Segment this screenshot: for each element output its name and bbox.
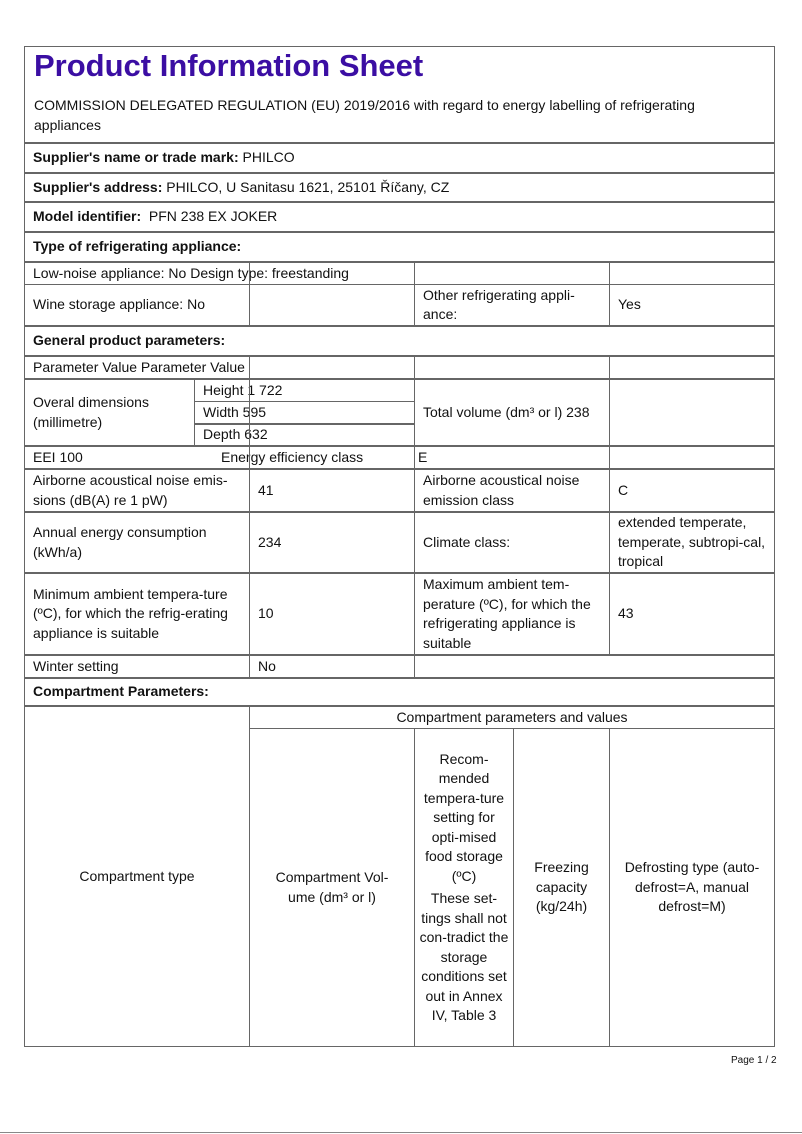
other-value: Yes [609, 284, 775, 326]
annual-label: Annual energy consumption (kWh/a) [24, 512, 250, 573]
empty-cell [249, 284, 415, 326]
column-divider [249, 356, 250, 470]
page-title: Product Information Sheet [34, 48, 424, 83]
storage-note: These set-tings shall not con-tradict th… [419, 890, 509, 1023]
max-temp-label: Maximum ambient tem-perature (ºC), for w… [414, 573, 610, 655]
annual-value: 234 [249, 512, 415, 573]
empty-cell [414, 262, 610, 285]
supplier-address: PHILCO, U Sanitasu 1621, 25101 Říčany, C… [166, 178, 450, 195]
min-temp-value: 10 [249, 573, 415, 655]
page-divider [0, 1132, 802, 1133]
dimension-width: Width 595 [194, 401, 415, 424]
model-row: Model identifier: PFN 238 EX JOKER [24, 202, 775, 232]
compartment-heading: Compartment Parameters: [24, 678, 775, 706]
max-temp-value: 43 [609, 573, 775, 655]
total-volume: Total volume (dm³ or l) 238 [414, 379, 610, 446]
noise-class-label: Airborne acoustical noise emission class [414, 469, 610, 512]
column-divider [249, 262, 250, 286]
winter-label: Winter setting [24, 655, 250, 678]
energy-class-label: Energy efficiency class [221, 448, 364, 465]
empty-cell [609, 356, 775, 379]
empty-cell [609, 446, 775, 469]
model-identifier: PFN 238 EX JOKER [148, 208, 278, 225]
noise-label: Airborne acoustical noise emis-sions (dB… [24, 469, 250, 512]
general-heading: General product parameters: [24, 326, 775, 356]
param-header: Parameter Value Parameter Value [24, 356, 415, 379]
low-noise-cell: Low-noise appliance: No Design type: fre… [24, 262, 415, 285]
climate-value: extended temperate, temperate, subtropi-… [609, 512, 775, 573]
header-box [24, 46, 775, 143]
empty-cell [609, 379, 775, 446]
page-number: Page 1 / 2 [731, 1055, 777, 1066]
compartment-type: Compartment type [24, 706, 250, 1047]
supplier-name: PHILCO [242, 149, 295, 166]
noise-class-value: C [609, 469, 775, 512]
min-temp-label: Minimum ambient tempera-ture (ºC), for w… [24, 573, 250, 655]
regulation-subtitle: COMMISSION DELEGATED REGULATION (EU) 201… [34, 97, 695, 133]
empty-cell [609, 262, 775, 285]
dimension-depth: Depth 632 [194, 424, 415, 446]
type-heading: Type of refrigerating appliance: [24, 232, 775, 262]
defrosting-type: Defrosting type (auto-defrost=A, manual … [609, 728, 775, 1047]
other-label: Other refrigerating appli-ance: [414, 284, 610, 326]
params-values-header: Compartment parameters and values [249, 706, 775, 729]
climate-label: Climate class: [414, 512, 610, 573]
dimension-height: Height 1 722 [194, 379, 415, 402]
dimensions-label: Overal dimensions (millimetre) [24, 379, 195, 446]
noise-value: 41 [249, 469, 415, 512]
supplier-name-row: Supplier's name or trade mark: PHILCO [24, 143, 775, 173]
wine-cell: Wine storage appliance: No [24, 284, 250, 326]
empty-cell [414, 356, 610, 379]
eei-cell: EEI 100 Energy efficiency class [24, 446, 415, 469]
compartment-volume: Compartment Vol-ume (dm³ or l) [249, 728, 415, 1047]
winter-value: No [249, 655, 415, 678]
empty-cell [414, 655, 775, 678]
recommended-temp: Recom-mended tempera-ture setting for op… [414, 728, 514, 1047]
supplier-address-row: Supplier's address: PHILCO, U Sanitasu 1… [24, 173, 775, 202]
energy-class: E [414, 446, 610, 469]
freezing-capacity: Freezing capacity (kg/24h) [513, 728, 610, 1047]
